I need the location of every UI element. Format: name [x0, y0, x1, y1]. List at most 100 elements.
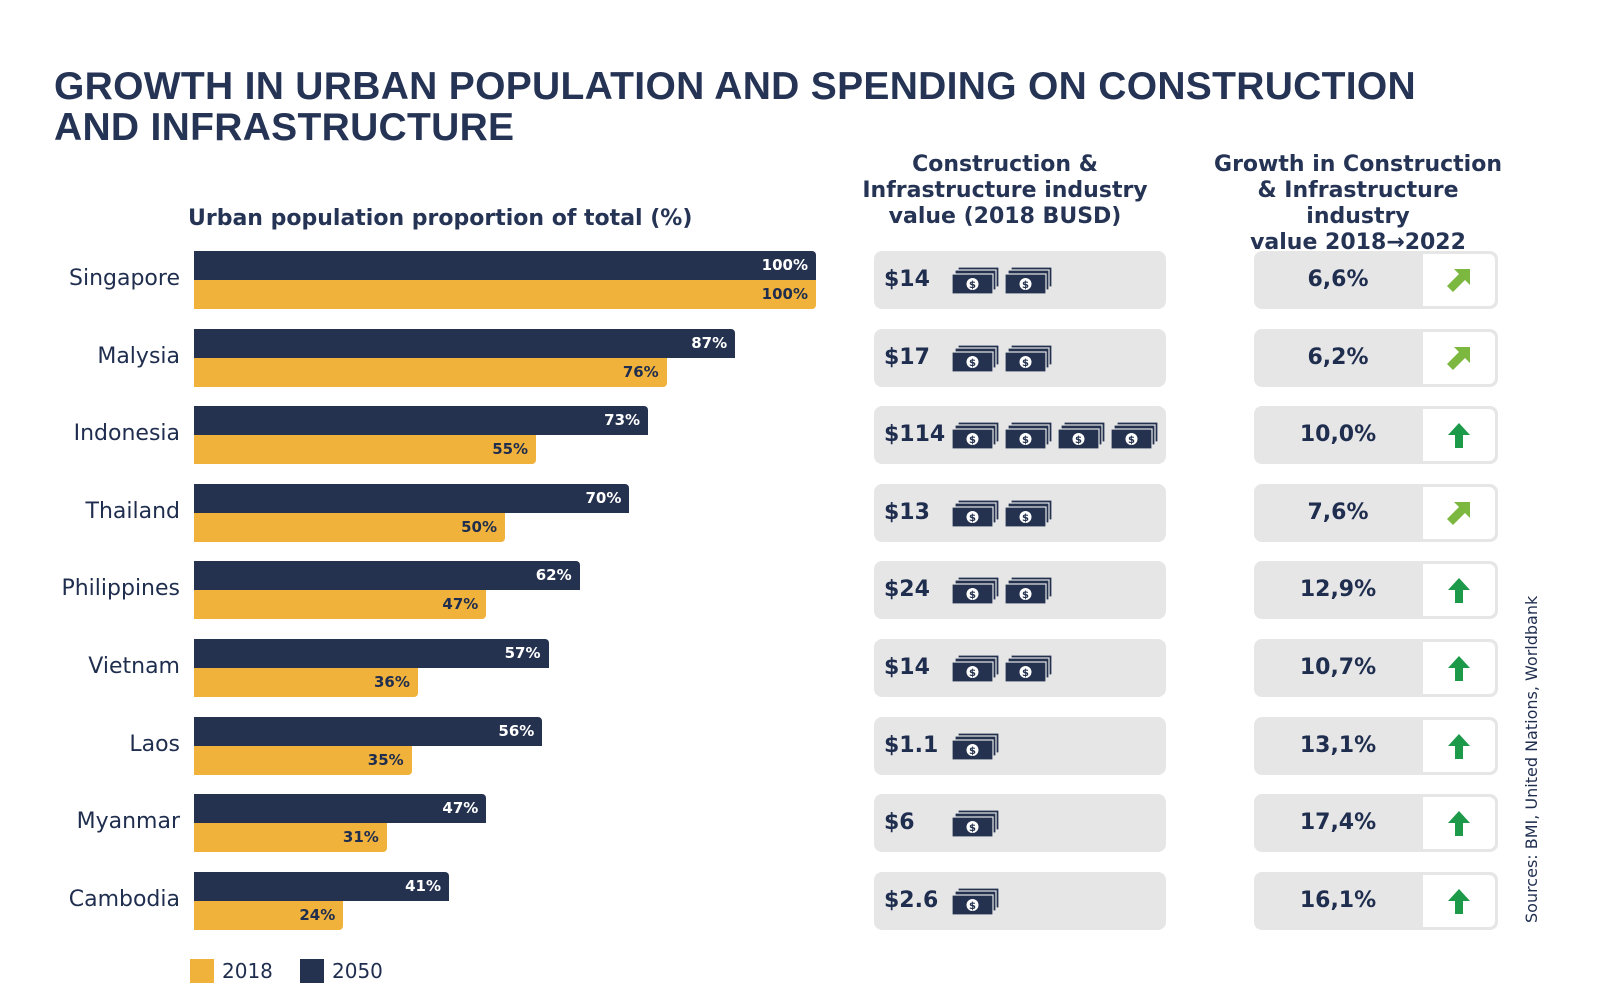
legend-swatch-2018: [190, 959, 214, 983]
industry-value-cell: $14 $ $: [874, 639, 1166, 697]
svg-text:$: $: [969, 358, 976, 369]
svg-text:$: $: [969, 823, 976, 834]
cagr-cell: 12,9%: [1254, 561, 1498, 620]
bar-2050: 47%: [194, 794, 487, 824]
cagr-value: 6,2%: [1307, 344, 1369, 370]
money-icons: $: [952, 732, 1000, 761]
money-icon: $: [1058, 422, 1106, 450]
cagr-cell: 10,7%: [1254, 639, 1498, 697]
industry-value-header-line: Infrastructure industry: [862, 178, 1148, 203]
industry-value-cell: $14 $ $: [874, 251, 1166, 309]
cagr-cell: 13,1%: [1254, 716, 1498, 775]
bar-2050: 41%: [194, 871, 450, 901]
svg-text:$: $: [969, 668, 976, 679]
cagr-cell: 17,4%: [1254, 794, 1498, 853]
industry-value: $114: [884, 422, 946, 448]
bar-2018: 31%: [194, 823, 387, 853]
up-arrow-icon: [1448, 423, 1470, 449]
country-label: Laos: [129, 731, 180, 757]
country-label: Cambodia: [68, 886, 180, 912]
money-icons: $: [952, 887, 1000, 916]
industry-value: $2.6: [884, 887, 939, 913]
svg-text:$: $: [1022, 513, 1029, 524]
cagr-header-line: Growth in Construction: [1214, 152, 1502, 177]
svg-text:$: $: [1022, 435, 1029, 446]
industry-value-cell: $2.6 $: [874, 871, 1166, 930]
up-right-arrow-icon: [1447, 269, 1470, 292]
cagr-value: 7,6%: [1307, 499, 1369, 525]
up-arrow-icon: [1448, 888, 1470, 914]
bar-2050: 100%: [194, 251, 816, 280]
svg-text:$: $: [969, 435, 976, 446]
bar-2050: 57%: [194, 639, 549, 668]
legend-item-2018: 2018: [190, 958, 273, 984]
money-icons: $ $ $ $: [952, 422, 1159, 450]
country-label: Myanmar: [76, 809, 180, 835]
bar-2018: 47%: [194, 590, 487, 620]
money-icons: $: [952, 810, 1000, 838]
up-arrow-icon: [1448, 733, 1470, 759]
money-icons: $ $: [952, 499, 1053, 528]
industry-value: $13: [884, 499, 930, 525]
industry-value: $17: [884, 344, 930, 370]
arrow-cell: [1423, 719, 1495, 772]
money-icon: $: [952, 655, 1000, 683]
cagr-value: 10,7%: [1299, 655, 1377, 680]
arrow-cell: [1423, 564, 1495, 617]
money-icon: $: [952, 499, 1000, 528]
money-icons: $ $: [952, 577, 1053, 605]
money-icon: $: [1005, 577, 1053, 605]
svg-text:$: $: [969, 590, 976, 601]
arrow-cell: [1423, 797, 1495, 850]
bar-2018: 50%: [194, 512, 505, 542]
country-label: Indonesia: [73, 421, 180, 447]
bar-2050: 70%: [194, 483, 630, 513]
money-icon: $: [1005, 344, 1053, 373]
legend-swatch-2050: [300, 959, 324, 983]
money-icons: $ $: [952, 344, 1053, 373]
money-icon: $: [952, 422, 1000, 450]
up-arrow-icon: [1448, 811, 1470, 837]
arrow-cell: [1423, 486, 1495, 539]
industry-value-cell: $6 $: [874, 794, 1166, 853]
money-icons: $ $: [952, 655, 1053, 683]
bar-2018: 55%: [194, 435, 537, 465]
cagr-value: 10,0%: [1299, 422, 1377, 448]
svg-text:$: $: [1022, 358, 1029, 369]
arrow-cell: [1423, 642, 1495, 694]
cagr-value: 16,1%: [1299, 887, 1377, 913]
money-icon: $: [1111, 422, 1159, 450]
up-right-arrow-icon: [1447, 346, 1470, 370]
cagr-cell: 10,0%: [1254, 406, 1498, 465]
arrow-cell: [1423, 874, 1495, 927]
cagr-value: 13,1%: [1299, 732, 1377, 758]
sources-note: Sources: BMI, United Nations, Worldbank: [1522, 595, 1541, 923]
bar-2018: 36%: [194, 668, 418, 697]
svg-text:$: $: [969, 513, 976, 524]
industry-value-header: Construction & Infrastructure industry v…: [860, 152, 1150, 230]
bar-2018: 100%: [194, 280, 816, 309]
money-icon: $: [952, 732, 1000, 761]
bar-2018: 35%: [194, 745, 412, 775]
country-label: Thailand: [85, 498, 180, 524]
up-right-arrow-icon: [1447, 501, 1470, 525]
arrow-cell: [1423, 254, 1495, 306]
cagr-cell: 16,1%: [1254, 871, 1498, 930]
industry-value-header-line: Construction &: [912, 152, 1098, 177]
money-icon: $: [952, 577, 1000, 605]
industry-value-header-line: value (2018 BUSD): [888, 204, 1122, 229]
cagr-header-line: & Infrastructure industry: [1257, 178, 1459, 229]
up-arrow-icon: [1448, 656, 1470, 681]
legend-label-2018: 2018: [222, 959, 273, 983]
industry-value-cell: $114 $ $ $ $: [874, 406, 1166, 465]
country-label: Malysia: [97, 343, 180, 369]
svg-text:$: $: [1022, 590, 1029, 601]
up-arrow-icon: [1448, 578, 1470, 604]
industry-value-cell: $24 $ $: [874, 561, 1166, 620]
cagr-value: 17,4%: [1299, 810, 1377, 836]
money-icons: $ $: [952, 267, 1053, 295]
money-icon: $: [952, 267, 1000, 295]
industry-value-cell: $17 $ $: [874, 328, 1166, 387]
industry-value: $6: [884, 810, 915, 836]
bar-2050: 87%: [194, 328, 736, 358]
